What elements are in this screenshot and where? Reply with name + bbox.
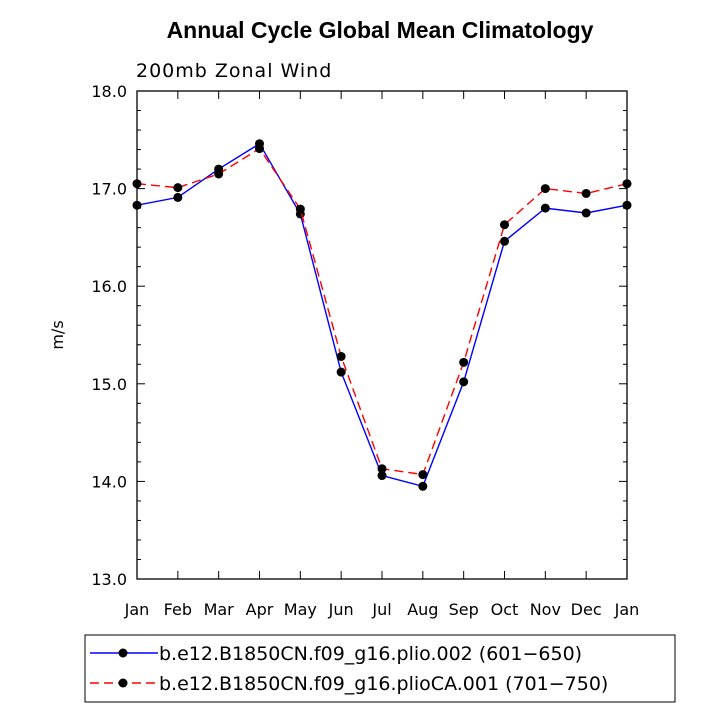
x-axis: Jan Feb Mar Apr May Jun Jul Aug Sep Oct Nov Dec Jan	[124, 91, 640, 619]
x-tick-label: Jan	[614, 600, 640, 619]
series-1-point	[459, 377, 469, 387]
series-layer	[132, 139, 632, 491]
series-line-2	[136, 147, 628, 476]
series-2-point	[255, 144, 264, 154]
x-tick-label: Sep	[449, 600, 479, 619]
series-1-point	[173, 192, 183, 202]
x-tick-label: May	[284, 600, 317, 619]
y-tick-label: 13.0	[91, 570, 127, 589]
x-tick-label: Aug	[407, 600, 438, 619]
series-2-point	[173, 183, 183, 193]
series-2-point	[459, 357, 469, 367]
x-tick-label: Oct	[491, 600, 519, 619]
series-1-point	[500, 236, 509, 246]
series-2-point	[581, 188, 591, 198]
series-2-point	[132, 179, 142, 189]
x-tick-label: Dec	[571, 600, 602, 619]
x-tick-label: Feb	[164, 600, 192, 619]
series-2-point	[336, 351, 346, 361]
plot-frame	[136, 90, 628, 580]
x-tick-label: Nov	[530, 600, 561, 619]
x-tick-label: Jun	[328, 600, 354, 619]
legend-label-2: b.e12.B1850CN.f09_g16.plioCA.001 (701−75…	[159, 673, 608, 695]
series-1-point	[336, 367, 346, 377]
series-1-point	[132, 200, 142, 210]
series-2-point	[622, 179, 632, 189]
series-1-point	[622, 200, 632, 210]
x-tick-label: Apr	[246, 600, 274, 619]
y-axis: 13.0 14.0 15.0 16.0 17.0 18.0	[91, 82, 627, 589]
series-line-1	[136, 142, 628, 488]
series-2-point	[377, 464, 387, 474]
y-tick-label: 15.0	[91, 375, 127, 394]
y-axis-label: m/s	[48, 320, 67, 349]
series-1-point	[418, 481, 428, 491]
legend: b.e12.B1850CN.f09_g16.plio.002 (601−650)…	[84, 634, 676, 703]
chart-subtitle: 200mb Zonal Wind	[136, 60, 332, 82]
series-2-point	[500, 220, 509, 230]
x-tick-label: Jan	[124, 600, 150, 619]
x-tick-label: Mar	[204, 600, 235, 619]
series-2-point	[295, 204, 305, 214]
x-tick-label: Jul	[371, 600, 391, 619]
y-tick-label: 16.0	[91, 277, 127, 296]
series-1-point	[581, 208, 591, 218]
series-2-point	[540, 184, 550, 194]
y-tick-label: 18.0	[91, 82, 127, 101]
series-2-point	[214, 169, 224, 179]
series-2-point	[418, 470, 428, 480]
legend-label-1: b.e12.B1850CN.f09_g16.plio.002 (601−650)	[159, 643, 582, 665]
legend-marker-2	[118, 678, 128, 688]
legend-marker-1	[118, 648, 128, 658]
legend-box	[84, 634, 676, 703]
chart-title: Annual Cycle Global Mean Climatology	[167, 17, 594, 43]
y-tick-label: 14.0	[91, 472, 127, 491]
series-1-point	[540, 203, 550, 213]
y-tick-label: 17.0	[91, 180, 127, 199]
series-1-point	[377, 471, 387, 481]
